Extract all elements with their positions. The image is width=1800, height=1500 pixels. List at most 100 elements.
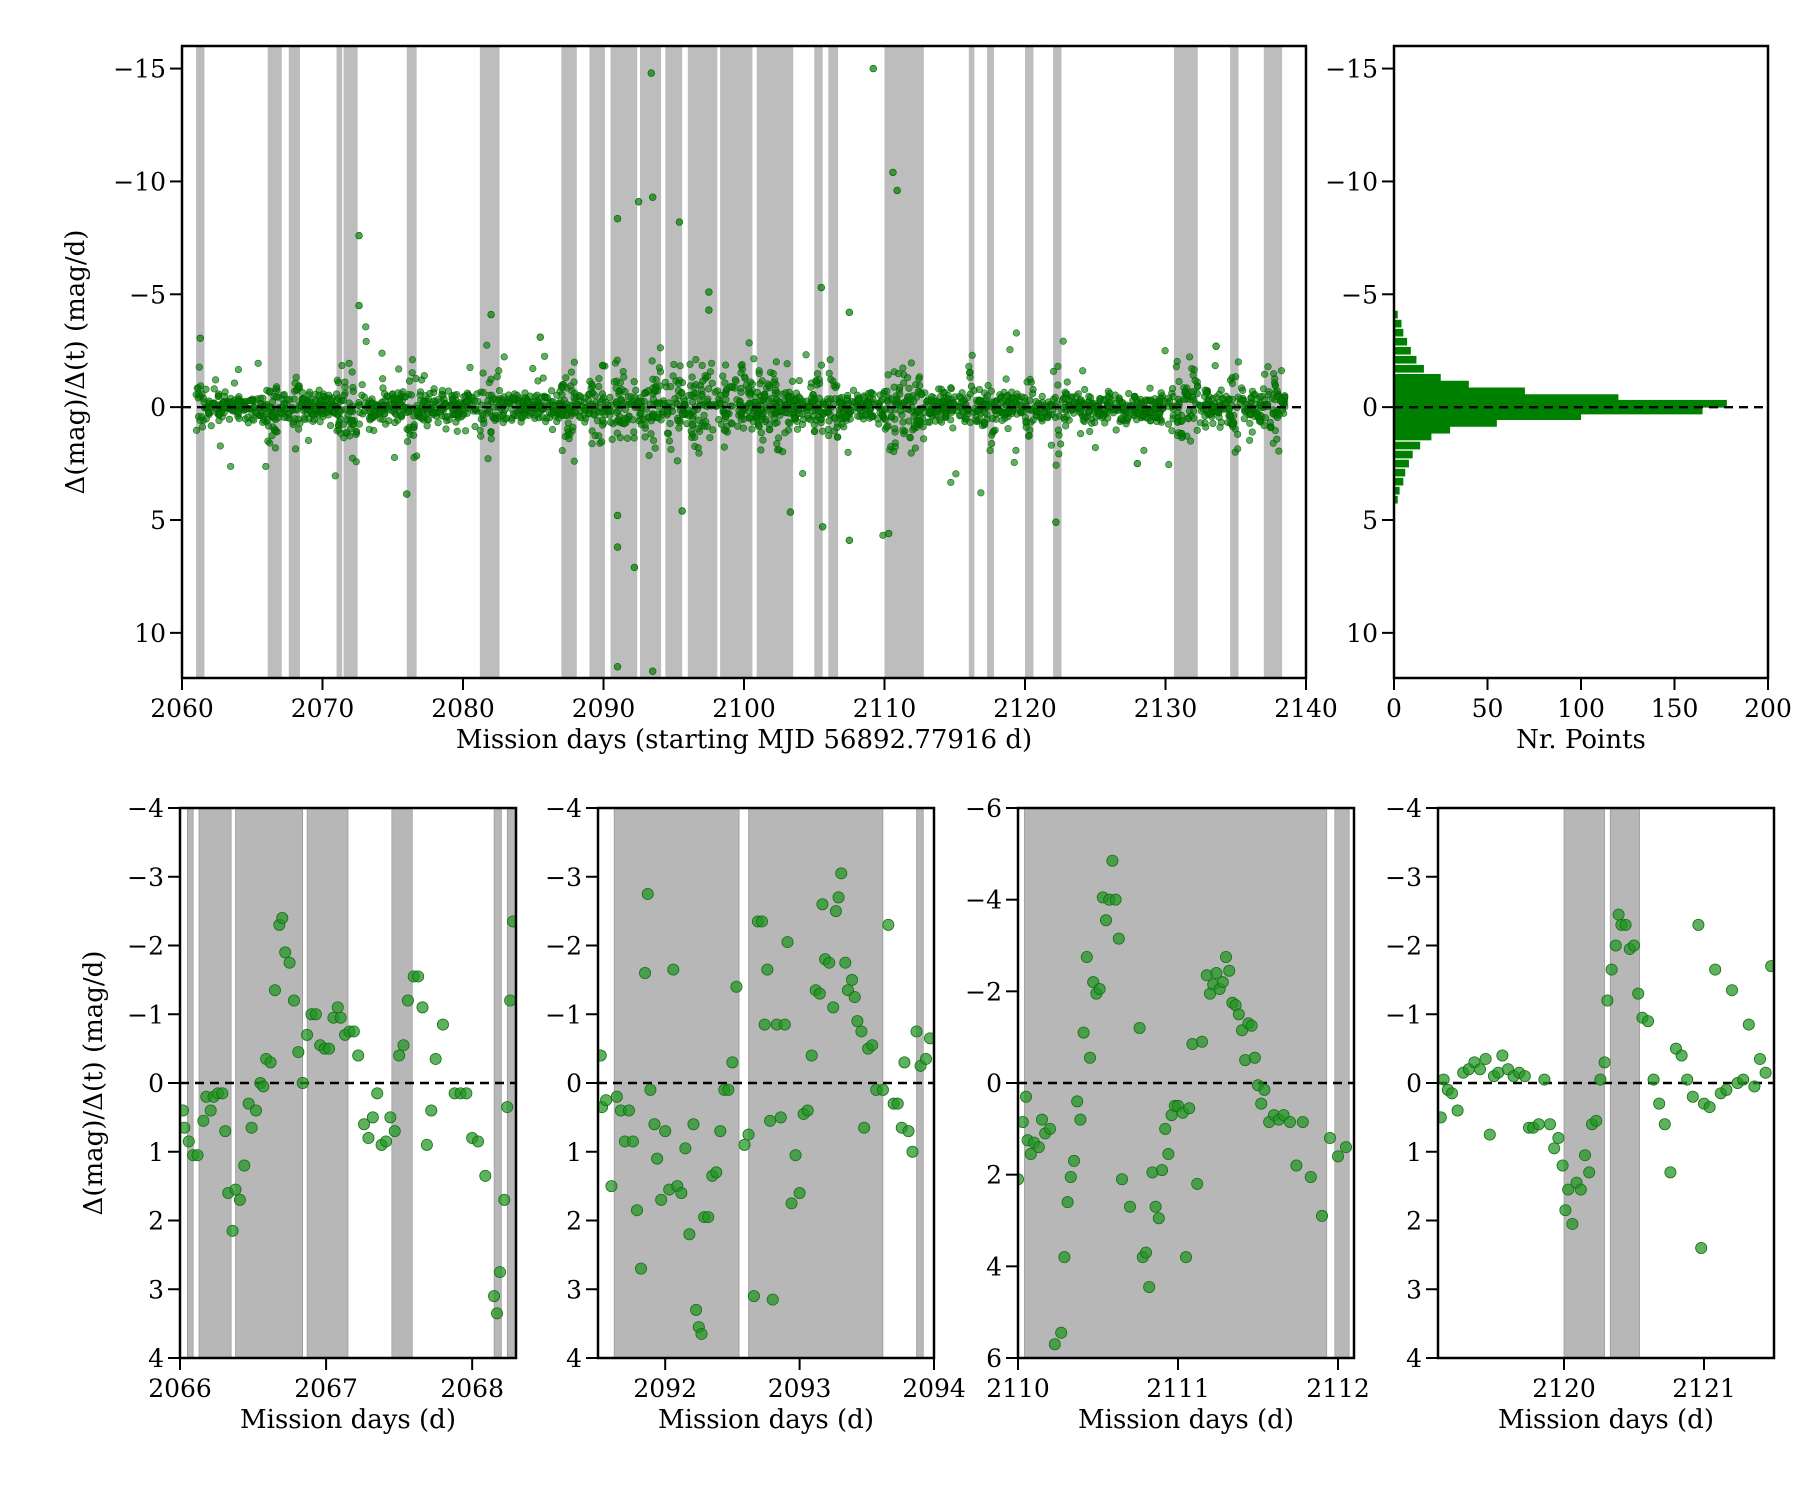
cloud-point [704,385,713,393]
cloud-point [881,416,889,424]
cloud-point [495,367,503,375]
cloud-point [1190,366,1198,374]
cloud-point [1168,427,1176,435]
data-point [268,984,281,997]
cloud-point [838,393,846,401]
data-point [1598,1056,1611,1069]
cloud-point [305,391,313,399]
cloud-point [390,453,399,462]
y-tick-label: −1 [1385,1000,1422,1029]
cloud-point [750,355,758,363]
cloud-point [438,387,446,395]
data-point [233,1193,246,1206]
cloud-point [262,462,270,471]
cloud-point [477,432,485,440]
data-point [491,1307,504,1320]
cloud-point [479,411,487,419]
zoom-points [180,912,516,1320]
data-point [755,915,768,928]
cloud-point [765,381,773,390]
cloud-point [626,400,635,408]
cloud-point [735,407,743,415]
cloud-point [772,386,780,394]
plot-area [180,808,516,1358]
cloud-point [562,374,570,382]
cloud-point [291,415,299,423]
cloud-point [635,397,643,406]
cloud-point [1239,386,1247,395]
cloud-point [1051,413,1059,422]
histogram-bar [1394,310,1398,319]
cloud-point [335,426,343,434]
shaded-interval [1025,46,1034,678]
outlier-point [705,306,713,314]
cloud-point [244,419,252,427]
cloud-point [598,438,606,446]
cloud-point [854,395,862,403]
cloud-point [911,444,919,452]
cloud-point [966,373,974,381]
y-tick-label: 1 [1406,1138,1422,1167]
cloud-point [1140,446,1148,455]
cloud-point [1012,329,1020,337]
cloud-point [663,429,672,437]
y-tick-label: −1 [127,1000,164,1029]
data-point [204,1104,217,1117]
cloud-point [235,400,243,409]
shaded-interval [288,46,301,678]
data-point [639,967,652,980]
cloud-point [444,387,453,395]
histogram-bar [1394,406,1703,415]
data-point [1156,1164,1169,1177]
cloud-point [900,379,908,387]
cloud-point [285,396,294,404]
cloud-point [620,420,628,428]
cloud-point [788,377,797,385]
cloud-point [259,394,267,402]
x-tick-label: 200 [1744,694,1792,723]
y-tick-label: −2 [545,932,582,961]
cloud-point [1201,412,1209,420]
y-tick-label: −4 [965,886,1002,915]
x-tick-label: 2066 [148,1374,212,1403]
cloud-point [1106,389,1114,398]
data-point [1583,1166,1596,1179]
cloud-point [649,410,658,418]
x-tick-label: 2111 [1146,1374,1210,1403]
y-tick-label: 10 [1346,619,1378,648]
data-point [393,1049,406,1062]
x-tick-label: 2120 [993,694,1057,723]
cloud-point [761,392,769,400]
data-point [331,1001,344,1014]
cloud-point [487,428,495,437]
data-point [898,1056,911,1069]
cloud-point [1185,353,1194,361]
cloud-point [1052,461,1060,469]
data-point [1754,1052,1767,1065]
cloud-point [423,422,431,430]
cloud-point [216,442,224,450]
data-point [1100,914,1113,927]
x-tick-label: 2070 [291,694,355,723]
y-tick-label: 2 [566,1207,582,1236]
data-point [420,1138,433,1151]
cloud-point [674,416,682,425]
cloud-point [452,418,460,426]
y-tick-label: 6 [986,1344,1002,1373]
histogram-bar [1394,486,1400,495]
data-point [238,1159,251,1172]
shaded-interval [1263,46,1283,678]
cloud-point [910,412,918,420]
shaded-interval [1230,46,1239,678]
y-tick-label: −1 [545,1000,582,1029]
outlier-point [889,168,897,177]
cloud-point [792,389,801,397]
data-point [229,1183,242,1196]
y-tick-label: −4 [1385,794,1422,823]
y-tick-label: −3 [545,863,582,892]
cloud-point [937,418,946,426]
data-point [498,1193,511,1206]
data-point [1080,950,1093,963]
cloud-point [517,418,525,426]
